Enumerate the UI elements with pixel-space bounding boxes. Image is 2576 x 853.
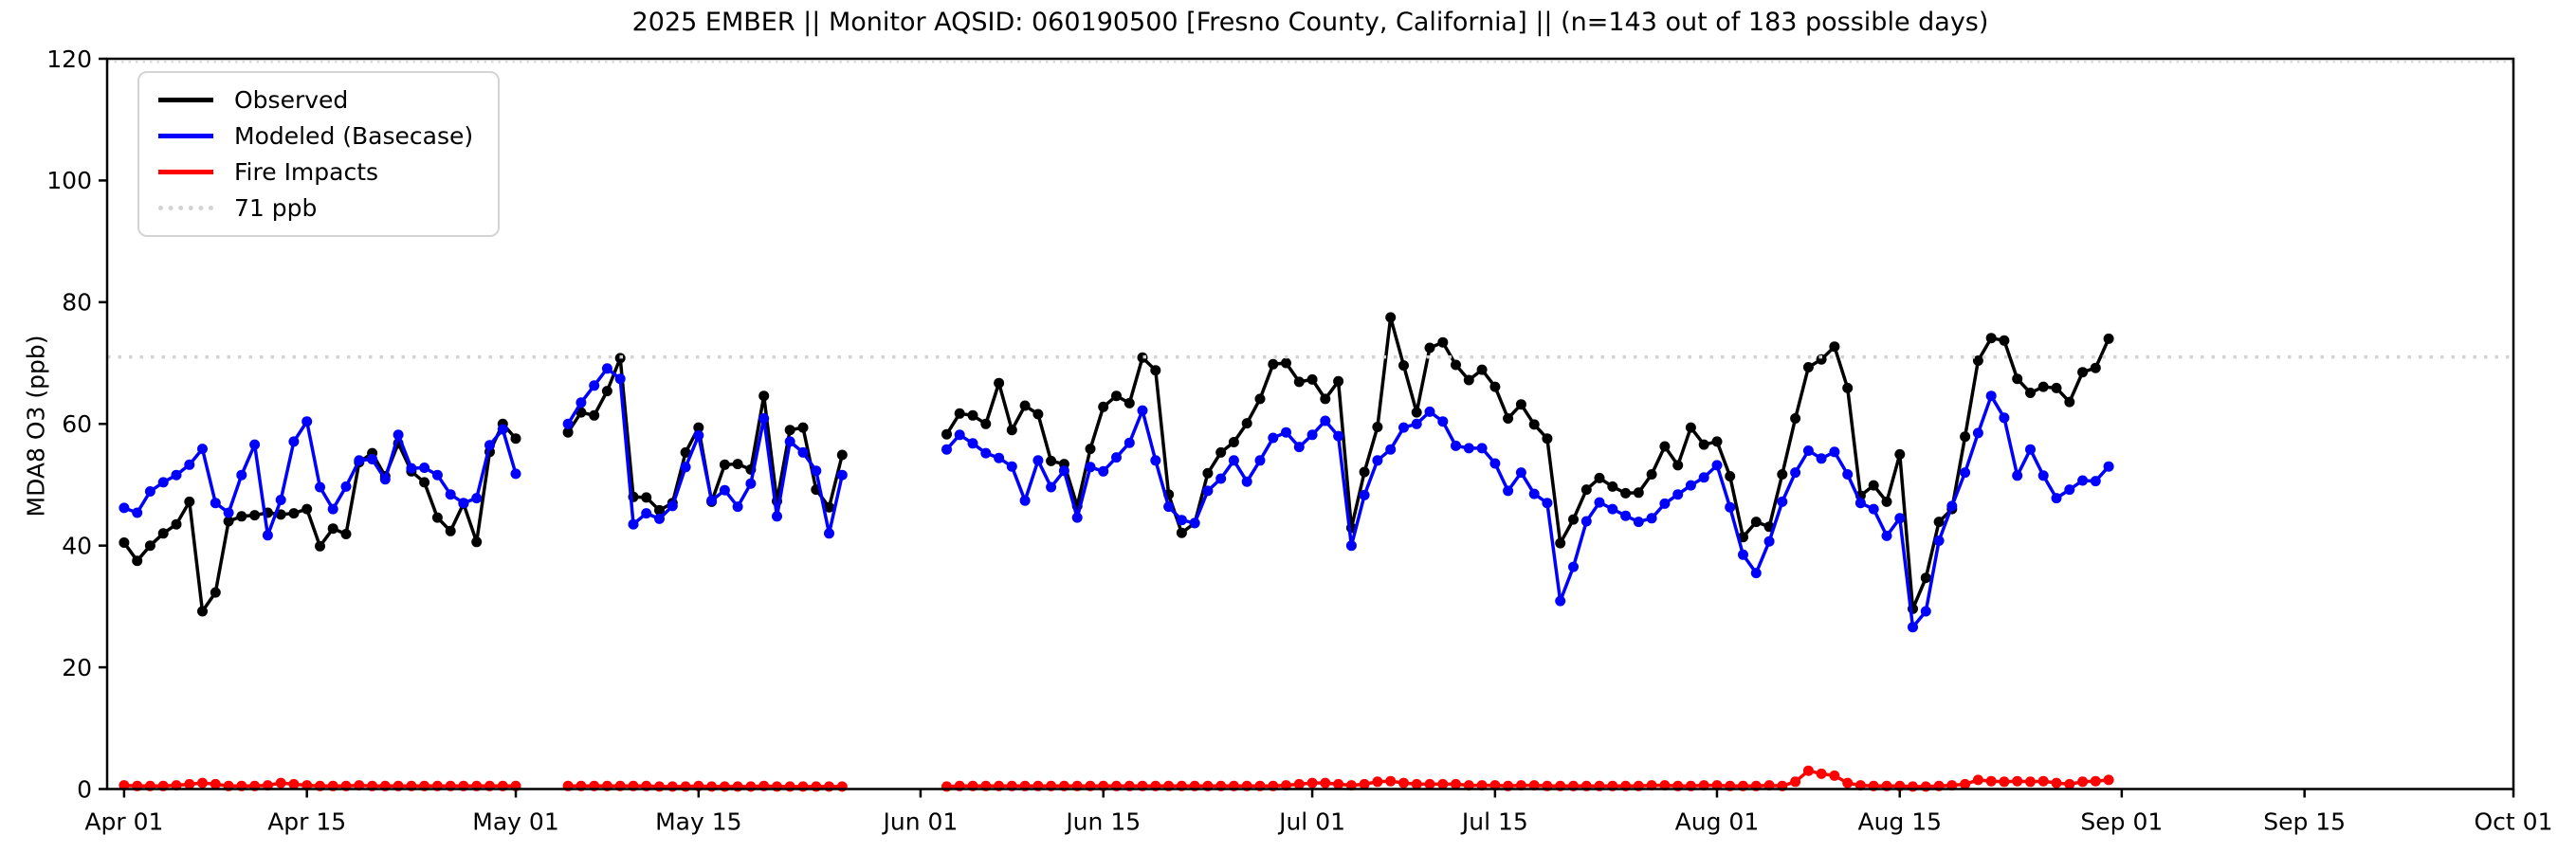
threshold-line-icon (158, 205, 213, 210)
legend-item-threshold: 71 ppb (158, 191, 479, 224)
svg-text:60: 60 (62, 410, 92, 438)
svg-text:40: 40 (62, 532, 92, 559)
fire-line-icon (158, 169, 213, 174)
svg-text:80: 80 (62, 289, 92, 317)
chart-title: 2025 EMBER || Monitor AQSID: 060190500 [… (631, 8, 1989, 37)
svg-text:0: 0 (77, 775, 92, 803)
svg-text:120: 120 (46, 45, 92, 73)
observed-line-icon (158, 98, 213, 103)
svg-text:Jul 01: Jul 01 (1277, 808, 1345, 836)
legend-item-modeled: Modeled (Basecase) (158, 120, 479, 153)
svg-text:Oct 01: Oct 01 (2475, 808, 2553, 836)
legend: Observed Modeled (Basecase) Fire Impacts… (137, 71, 500, 237)
svg-text:Sep 15: Sep 15 (2263, 808, 2346, 836)
svg-text:May 01: May 01 (472, 808, 558, 836)
svg-text:Jun 01: Jun 01 (882, 808, 959, 836)
svg-text:Aug 15: Aug 15 (1857, 808, 1942, 836)
svg-text:Aug 01: Aug 01 (1675, 808, 1760, 836)
legend-label: Modeled (Basecase) (234, 122, 474, 151)
svg-text:May 15: May 15 (655, 808, 741, 836)
modeled-line-icon (158, 134, 213, 139)
svg-text:Apr 15: Apr 15 (267, 808, 346, 836)
legend-label: Observed (234, 86, 349, 115)
legend-item-observed: Observed (158, 84, 479, 117)
svg-text:Apr 01: Apr 01 (84, 808, 163, 836)
legend-label: Fire Impacts (234, 157, 379, 186)
svg-text:Jul 15: Jul 15 (1460, 808, 1528, 836)
legend-label: 71 ppb (234, 193, 318, 222)
svg-text:100: 100 (46, 167, 92, 194)
legend-item-fire: Fire Impacts (158, 155, 479, 188)
svg-text:Sep 01: Sep 01 (2080, 808, 2163, 836)
svg-text:Jun 15: Jun 15 (1064, 808, 1141, 836)
svg-text:20: 20 (62, 654, 92, 681)
